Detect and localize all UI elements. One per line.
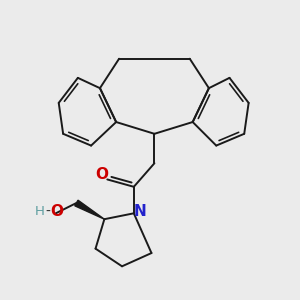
Text: -: - <box>45 205 50 219</box>
Text: O: O <box>95 167 108 182</box>
Text: H: H <box>34 205 44 218</box>
Text: N: N <box>134 204 147 219</box>
Polygon shape <box>75 200 104 219</box>
Text: O: O <box>50 204 63 219</box>
